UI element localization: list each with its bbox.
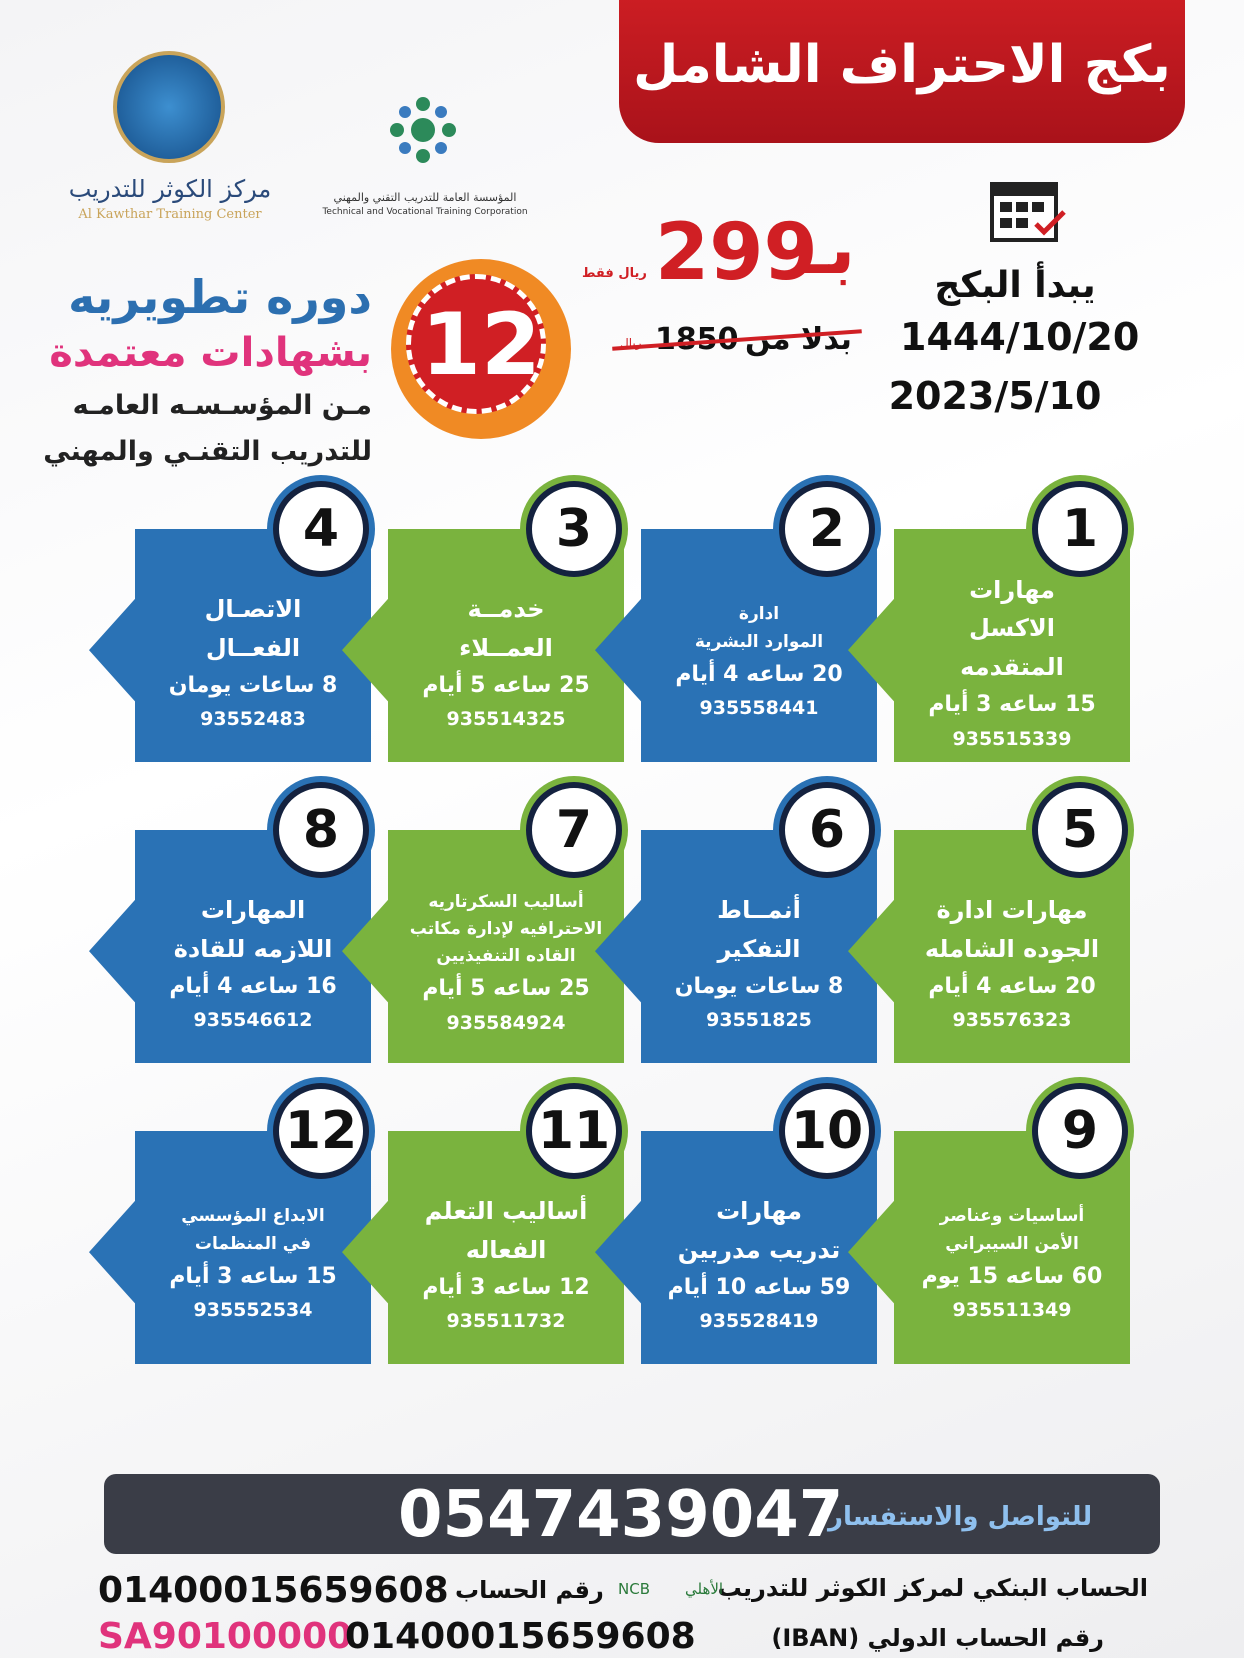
course-card: المهارات اللازمه للقادة 16 ساعه 4 أيام 9355… — [89, 830, 371, 1063]
course-code: 935552534 — [193, 1299, 313, 1322]
course-title: مهارات — [969, 576, 1055, 605]
course-number: 7 — [526, 782, 622, 878]
course-number: 5 — [1032, 782, 1128, 878]
course-code: 93552483 — [200, 708, 306, 731]
title-banner — [619, 0, 1185, 143]
course-number: 9 — [1032, 1083, 1128, 1179]
course-number: 12 — [273, 1083, 369, 1179]
course-title: أساليب التعلم — [424, 1197, 588, 1226]
course-title: مهارات — [716, 1197, 802, 1226]
price-note: ريال فقط — [582, 266, 647, 281]
course-code: 93551825 — [706, 1009, 812, 1032]
price-prefix: بـ — [805, 208, 856, 290]
course-duration: 15 ساعه 3 أيام — [928, 692, 1096, 718]
course-card: الاتصـال الفعــال 8 ساعات يومان 93552483 — [89, 529, 371, 762]
course-number: 10 — [779, 1083, 875, 1179]
promo-line: بشهادات معتمدة — [49, 330, 372, 376]
promo-line: للتدريب التقنـي والمهني — [43, 436, 372, 467]
contact-label: للتواصل والاستفسار — [828, 1502, 1093, 1532]
course-duration: 59 ساعه 10 أيام — [667, 1275, 851, 1300]
course-number: 3 — [526, 481, 622, 577]
course-title: ادارة — [738, 604, 780, 625]
start-gregorian: 2023/5/10 — [888, 374, 1102, 418]
title: بكج الاحتراف الشامل — [633, 35, 1171, 95]
course-duration: 60 ساعه 15 يوم — [921, 1263, 1103, 1289]
course-title: الفعاله — [465, 1235, 547, 1264]
course-title: التفكير — [717, 934, 801, 963]
course-title: اللازمه للقادة — [173, 934, 333, 963]
contact-bar — [104, 1474, 1160, 1554]
tvtc-name-en: Technical and Vocational Training Corpor… — [322, 207, 528, 217]
account-number: 01400015659608 — [98, 1570, 449, 1611]
promo-line: دوره تطويريه — [68, 270, 372, 324]
course-title: الاكسل — [969, 614, 1055, 643]
start-label: يبدأ البكج — [934, 265, 1096, 306]
course-duration: 25 ساعه 5 أيام — [422, 976, 590, 1002]
kawthar-logo — [113, 51, 225, 163]
course-title: المتقدمه — [960, 652, 1064, 681]
course-number: 1 — [1032, 481, 1128, 577]
course-title: الاتصـال — [204, 595, 302, 624]
course-duration: 16 ساعه 4 أيام — [169, 974, 337, 999]
promo-line: مـن المؤسـسـه العامـه — [72, 390, 372, 421]
iban-rest: 01400015659608 — [345, 1616, 696, 1657]
course-title: الموارد البشرية — [694, 631, 824, 652]
badge-number: 12 — [421, 295, 541, 395]
course-code: 935558441 — [699, 697, 819, 720]
course-title: في المنظمات — [194, 1233, 312, 1254]
course-number: 8 — [273, 782, 369, 878]
course-code: 935576323 — [952, 1009, 1072, 1032]
course-duration: 12 ساعه 3 أيام — [422, 1275, 590, 1300]
course-code: 935515339 — [952, 727, 1072, 750]
price-amount: 299 — [655, 208, 818, 298]
contact-phone: 0547439047 — [398, 1478, 844, 1552]
course-number: 2 — [779, 481, 875, 577]
course-title: أساسيات وعناصر — [939, 1206, 1085, 1227]
course-number: 6 — [779, 782, 875, 878]
bank-label: الحساب البنكي لمركز الكوثر للتدريب — [717, 1574, 1148, 1602]
course-title: الابداع المؤسسي — [181, 1206, 325, 1227]
course-duration: 15 ساعه 3 أيام — [169, 1263, 337, 1289]
account-label: رقم الحساب — [455, 1576, 604, 1604]
course-number: 11 — [526, 1083, 622, 1179]
course-code: 935546612 — [193, 1009, 313, 1032]
course-title: الفعــال — [205, 633, 301, 662]
course-title: الاحترافيه لإدارة مكاتب — [409, 919, 603, 940]
course-code: 935584924 — [446, 1011, 566, 1034]
course-code: 935511349 — [952, 1299, 1072, 1322]
bank-logo: NCB — [618, 1580, 650, 1598]
course-title: الجوده الشامله — [924, 934, 1100, 963]
tvtc-logo — [390, 97, 456, 163]
course-duration: 8 ساعات يومان — [674, 974, 844, 999]
course-number: 4 — [273, 481, 369, 577]
course-title: القاده التنفيذيين — [436, 946, 576, 967]
tvtc-name: المؤسسة العامة للتدريب التقني والمهني — [333, 191, 517, 204]
course-title: أساليب السكرتاريه — [428, 891, 584, 912]
course-duration: 8 ساعات يومان — [168, 673, 338, 698]
course-title: خدمــة — [467, 595, 545, 624]
start-hijri: 1444/10/20 — [900, 315, 1140, 359]
course-duration: 20 ساعه 4 أيام — [928, 974, 1096, 999]
course-duration: 20 ساعه 4 أيام — [675, 661, 843, 687]
course-title: المهارات — [200, 896, 306, 925]
iban-label: رقم الحساب الدولي (IBAN) — [771, 1624, 1104, 1652]
kawthar-name: مركز الكوثر للتدريب — [68, 175, 272, 203]
course-duration: 25 ساعه 5 أيام — [422, 673, 590, 698]
course-title: مهارات ادارة — [936, 896, 1088, 925]
badge-inner — [406, 274, 546, 414]
kawthar-name-en: Al Kawthar Training Center — [78, 207, 262, 222]
course-code: 935514325 — [446, 708, 566, 731]
course-title: أنمــاط — [717, 896, 801, 925]
course-code: 935528419 — [699, 1310, 819, 1333]
course-code: 935511732 — [446, 1310, 566, 1333]
course-title: العمــلاء — [459, 633, 553, 662]
course-title: تدريب مدربين — [677, 1235, 841, 1264]
bank-logo: الأهلي — [685, 1580, 724, 1598]
course-title: الأمن السيبراني — [945, 1233, 1079, 1254]
iban-prefix: SA90100000 — [98, 1616, 353, 1657]
calendar-icon — [990, 182, 1066, 242]
